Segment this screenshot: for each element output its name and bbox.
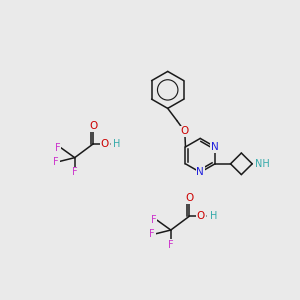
Text: F: F — [55, 143, 61, 153]
Text: F: F — [149, 229, 155, 239]
Text: F: F — [168, 240, 174, 250]
Text: H: H — [210, 211, 217, 221]
Text: O: O — [185, 194, 194, 203]
Text: N: N — [211, 142, 219, 152]
Text: NH: NH — [254, 159, 269, 169]
Text: O: O — [181, 127, 189, 136]
Text: O: O — [197, 211, 205, 221]
Text: O: O — [100, 139, 109, 149]
Text: F: F — [151, 215, 157, 225]
Text: O: O — [89, 121, 98, 131]
Text: F: F — [72, 167, 77, 177]
Text: H: H — [113, 139, 121, 149]
Text: N: N — [196, 167, 204, 177]
Text: F: F — [53, 157, 59, 166]
